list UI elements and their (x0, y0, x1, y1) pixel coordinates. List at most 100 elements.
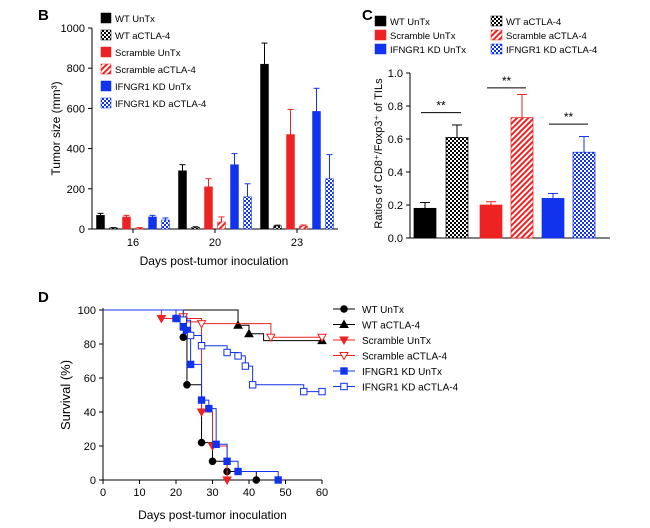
legend-label: Scramble aCTLA-4 (506, 31, 587, 42)
legend-label: Scramble UnTx (115, 48, 181, 59)
panel-label-d: D (38, 289, 49, 306)
y-tick-label: 0 (79, 224, 85, 236)
x-tick-label: 0 (100, 487, 106, 499)
data-point (179, 333, 188, 342)
y-tick-label: 80 (84, 339, 96, 351)
y-tick-label: 20 (84, 441, 96, 453)
legend-swatch (100, 97, 112, 109)
x-tick-label: 23 (291, 237, 303, 249)
legend-marker (339, 319, 349, 328)
data-point (183, 381, 191, 389)
bar (217, 221, 226, 230)
y-tick-label: 100 (78, 305, 96, 317)
y-axis-title: Survival (%) (58, 360, 73, 430)
y-tick-label: 0.8 (388, 101, 403, 113)
data-point (252, 476, 261, 484)
legend-label: WT UnTx (390, 17, 430, 28)
legend-label: WT aCTLA-4 (506, 17, 561, 28)
legend-marker (340, 367, 348, 375)
panel-c-ratio-chart: 0.0 0.2 0.4 0.6 0.8 1.0 ** ** ** WT UnTx WT aCTLA-… (373, 15, 610, 245)
legend-label: IFNGR1 KD UnTx (390, 45, 466, 56)
bar (191, 227, 200, 230)
data-point (318, 387, 326, 396)
data-point (156, 315, 167, 324)
significance-label: ** (436, 99, 446, 113)
y-tick-label: 1000 (61, 23, 85, 35)
legend-swatch (374, 43, 387, 55)
x-axis-title: Days post-tumor inoculation (140, 254, 289, 268)
legend-label: IFNGR1 KD UnTx (115, 82, 191, 93)
bar (286, 134, 295, 230)
bar (230, 164, 239, 230)
legend-label: IFNGR1 KD aCTLA-4 (115, 99, 206, 110)
bar (541, 198, 565, 239)
bar (299, 225, 308, 230)
data-point (244, 328, 254, 338)
survival-curve (103, 309, 257, 480)
bar (325, 178, 334, 230)
data-point (212, 440, 220, 449)
y-tick-label: 40 (84, 407, 96, 419)
bar (109, 227, 118, 230)
legend-label: WT aCTLA-4 (115, 31, 170, 42)
legend-swatch (100, 12, 112, 24)
data-point (234, 467, 242, 476)
legend-label: WT aCTLA-4 (362, 321, 421, 332)
bar (413, 207, 437, 239)
legend-swatch (490, 43, 503, 55)
x-tick-label: 40 (243, 487, 255, 499)
x-tick-label: 10 (133, 487, 145, 499)
x-tick-label: 30 (206, 487, 218, 499)
y-tick-label: 800 (67, 63, 85, 75)
legend-marker (339, 336, 349, 346)
legend-label: IFNGR1 KD UnTx (362, 367, 442, 378)
legend-label: Scramble aCTLA-4 (115, 65, 196, 76)
survival-curve (103, 309, 322, 393)
data-point (241, 362, 250, 370)
legend-label: WT UnTx (362, 305, 404, 316)
bar (178, 170, 187, 230)
y-tick-label: 0.4 (388, 167, 403, 179)
data-point (197, 342, 206, 350)
data-point (300, 387, 308, 396)
x-tick-label: 60 (316, 487, 328, 499)
panel-label-c: C (362, 7, 373, 24)
bar (479, 204, 503, 239)
data-point (233, 320, 243, 329)
bar (273, 225, 282, 230)
legend-label: IFNGR1 KD aCTLA-4 (506, 45, 597, 56)
y-tick-label: 200 (67, 184, 85, 196)
x-tick-label: 50 (279, 487, 291, 499)
data-point (223, 348, 231, 357)
legend-label: Scramble UnTx (362, 336, 431, 347)
data-point (196, 320, 207, 329)
bar (243, 196, 252, 230)
legend-marker (340, 305, 348, 313)
data-point (205, 404, 213, 413)
legend-swatch (374, 15, 387, 27)
legend-swatch (100, 29, 112, 41)
bar (445, 137, 469, 239)
data-point (234, 352, 242, 360)
significance-label: ** (564, 110, 574, 124)
legend-swatch (100, 80, 112, 92)
bar (260, 63, 269, 230)
data-point (223, 457, 231, 466)
legend-label: Scramble aCTLA-4 (362, 352, 447, 363)
survival-curve (103, 309, 322, 342)
bar (204, 186, 213, 230)
bar (161, 219, 170, 230)
bar (135, 227, 144, 230)
y-axis-title: Ratios of CD8⁺/Foxp3⁺ of TILs (373, 78, 385, 229)
significance-label: ** (502, 74, 512, 88)
bar (148, 216, 157, 230)
bar (312, 111, 321, 230)
data-point (196, 408, 207, 418)
y-tick-label: 600 (67, 103, 85, 115)
y-tick-label: 0.6 (388, 134, 403, 146)
survival-curve (103, 309, 322, 338)
data-point (186, 331, 195, 340)
data-point (186, 360, 195, 369)
y-tick-label: 0.0 (388, 233, 403, 245)
